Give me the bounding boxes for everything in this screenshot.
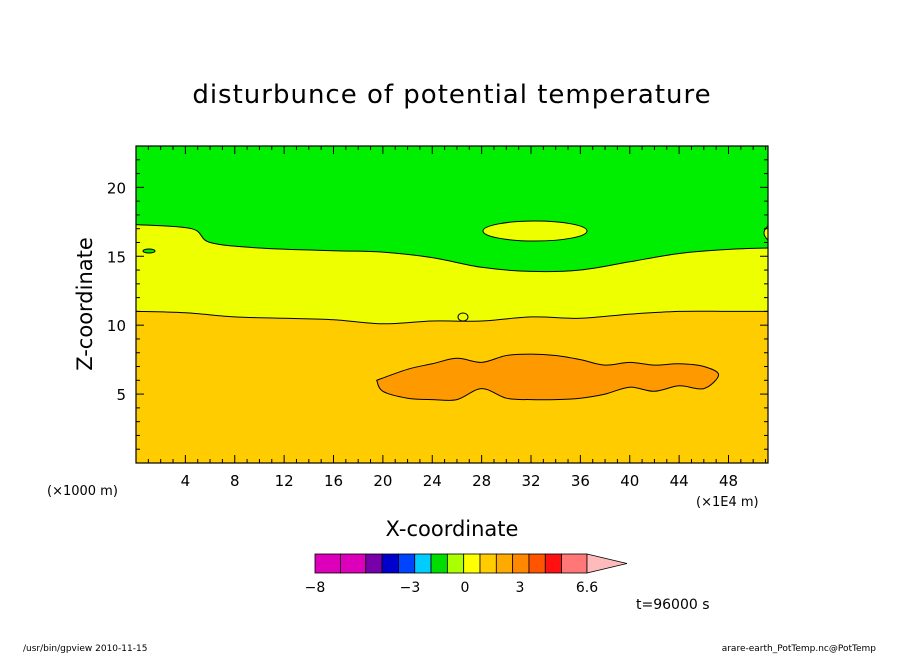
y-tick-label: 20 — [107, 179, 126, 197]
lower-contour-line — [135, 310, 768, 325]
colorbar-segment — [414, 553, 432, 574]
x-tick-label: 4 — [181, 472, 191, 490]
y-axis-label: Z-coordinate — [73, 237, 97, 371]
x-tick-label: 24 — [423, 472, 442, 490]
colorbar-tick-label: 0 — [461, 580, 470, 596]
x-tick-label: 40 — [620, 472, 639, 490]
colorbar-arrow — [586, 553, 628, 574]
colorbar-segment — [381, 553, 399, 574]
plot-frame — [135, 145, 769, 464]
colorbar-segment — [398, 553, 416, 574]
colorbar-segment — [561, 553, 588, 574]
small-green-blob — [142, 248, 156, 254]
colorbar-segment — [528, 553, 546, 574]
x-tick-label: 48 — [719, 472, 738, 490]
x-tick-label: 8 — [230, 472, 240, 490]
time-label: t=96000 s — [636, 597, 710, 613]
small-yellow-blob — [457, 312, 469, 322]
colorbar-tick-label: −8 — [305, 580, 326, 596]
colorbar-labels: −8 −3 0 3 6.6 — [305, 580, 599, 596]
x-tick-label: 12 — [275, 472, 294, 490]
colorbar-tick-label: 6.6 — [576, 580, 598, 596]
colorbar-segment — [544, 553, 563, 574]
colorbar-segment — [512, 553, 530, 574]
chart-title: disturbunce of potential temperature — [192, 80, 711, 110]
x-tick-label: 32 — [521, 472, 540, 490]
plot-area — [135, 145, 769, 464]
x-tick-label: 36 — [571, 472, 590, 490]
x-tick-label: 16 — [324, 472, 343, 490]
y-tick-label: 10 — [107, 317, 126, 335]
upper-yellow-patch — [482, 220, 588, 242]
y-tick-marks — [136, 159, 768, 450]
x-tick-labels: 4 8 12 16 20 24 28 32 36 40 44 48 — [181, 472, 738, 490]
footer-left: /usr/bin/gpview 2010-11-15 — [23, 644, 147, 654]
y-tick-labels: 5 10 15 20 — [107, 179, 126, 404]
y-tick-label: 5 — [116, 386, 126, 404]
x-axis-label: X-coordinate — [386, 517, 519, 541]
x-tick-label: 44 — [670, 472, 689, 490]
y-tick-label: 15 — [107, 248, 126, 266]
colorbar-segment — [479, 553, 497, 574]
colorbar-segment — [314, 553, 341, 574]
footer-right: arare-earth_PotTemp.nc@PotTemp — [722, 644, 877, 654]
warm-core-fill — [375, 353, 720, 401]
x-scale-label: (×1E4 m) — [696, 495, 759, 510]
upper-contour-line — [135, 224, 769, 273]
colorbar-segment — [446, 553, 465, 574]
x-unit-label: (×1000 m) — [47, 484, 118, 499]
colorbar-segment — [495, 553, 514, 574]
colorbar-tick-label: 3 — [516, 580, 525, 596]
colorbar-tick-label: −3 — [400, 580, 421, 596]
colorbar-segment — [339, 553, 367, 574]
right-edge-bump — [763, 225, 769, 241]
x-tick-label: 20 — [373, 472, 392, 490]
colorbar-segment — [430, 553, 448, 574]
colorbar — [314, 553, 628, 574]
x-tick-marks — [147, 146, 767, 463]
x-tick-label: 28 — [472, 472, 491, 490]
colorbar-segment — [463, 553, 481, 574]
colorbar-segment — [365, 553, 383, 574]
